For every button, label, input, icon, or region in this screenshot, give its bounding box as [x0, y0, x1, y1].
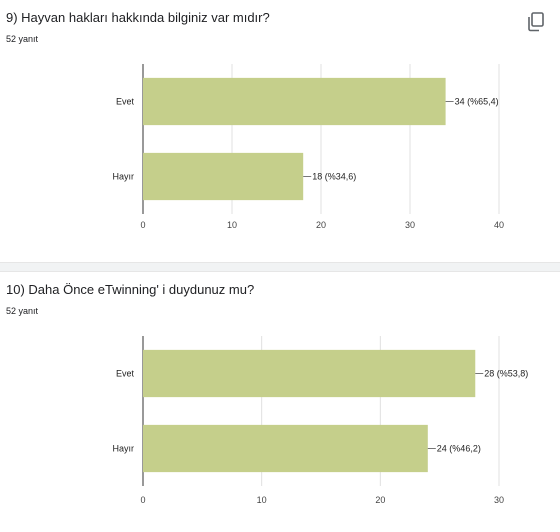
copy-icon[interactable] [527, 12, 545, 32]
data-label: 34 (%65,4) [455, 97, 499, 107]
response-count: 52 yanıt [6, 306, 39, 316]
x-tick-label: 20 [375, 495, 385, 505]
category-label: Hayır [112, 444, 134, 454]
response-count: 52 yanıt [6, 34, 39, 44]
x-tick-label: 30 [405, 220, 415, 230]
bar[interactable] [143, 349, 476, 398]
bar-chart: 0 10 20 30 Evet 28 (%53,8) Hayır 24 (%46,2) [112, 336, 528, 505]
x-tick-label: 40 [494, 220, 504, 230]
x-tick-label: 10 [257, 495, 267, 505]
x-tick-label: 10 [227, 220, 237, 230]
category-label: Evet [116, 369, 135, 379]
data-label: 24 (%46,2) [437, 444, 481, 454]
question-title: 10) Daha Önce eTwinning' i duydunuz mu? [6, 282, 255, 297]
data-label: 18 (%34,6) [312, 172, 356, 182]
x-tick-label: 20 [316, 220, 326, 230]
bar[interactable] [143, 152, 304, 201]
question-card-9: 9) Hayvan hakları hakkında bilginiz var … [0, 0, 560, 262]
x-tick-label: 0 [140, 220, 145, 230]
bar[interactable] [143, 424, 428, 473]
question-title: 9) Hayvan hakları hakkında bilginiz var … [6, 10, 270, 25]
section-divider [0, 262, 560, 272]
data-label: 28 (%53,8) [484, 369, 528, 379]
category-label: Hayır [112, 172, 134, 182]
question-card-10: 10) Daha Önce eTwinning' i duydunuz mu? … [0, 272, 560, 532]
bar-chart: 0 10 20 30 40 Evet 34 (%65,4) Hayır 18 (%34,6) [112, 64, 504, 230]
bar[interactable] [143, 77, 446, 126]
category-label: Evet [116, 97, 135, 107]
x-tick-label: 30 [494, 495, 504, 505]
x-tick-label: 0 [140, 495, 145, 505]
